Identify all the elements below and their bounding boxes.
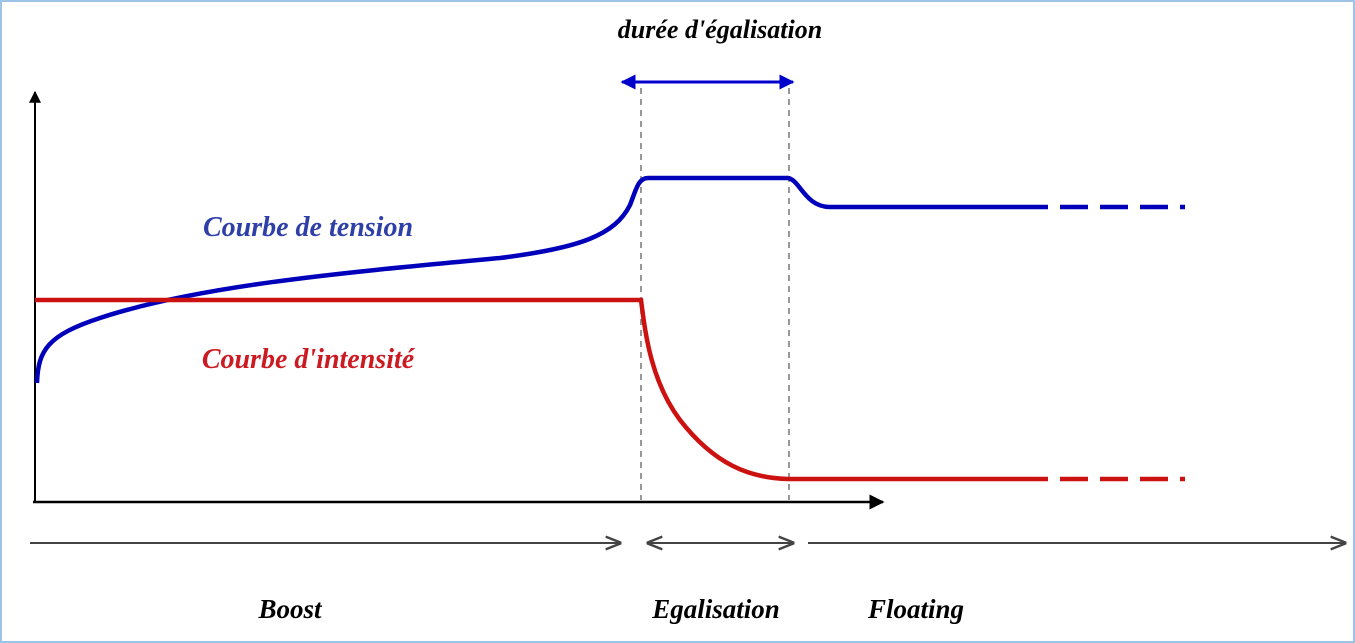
current-curve <box>35 297 1020 482</box>
current-label: Courbe d'intensité <box>202 344 416 375</box>
voltage-curve <box>34 175 1020 384</box>
phase-label: Boost <box>257 594 323 624</box>
title: durée d'égalisation <box>618 15 822 44</box>
voltage-label: Courbe de tension <box>203 212 413 243</box>
phase-label: Egalisation <box>651 594 780 624</box>
phase-label: Floating <box>867 594 964 624</box>
